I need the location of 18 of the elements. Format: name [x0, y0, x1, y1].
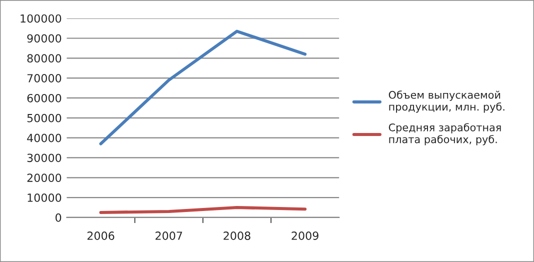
legend-label: Средняя заработная плата рабочих, руб.: [388, 123, 501, 146]
y-tick-label: 80000: [27, 54, 62, 63]
y-tick-label: 50000: [27, 114, 62, 122]
y-tick-label: 40000: [27, 134, 62, 142]
y-tick-label: 60000: [27, 94, 62, 102]
x-tick-label: 2008: [224, 232, 250, 240]
x-tick-label: 2006: [87, 232, 114, 240]
x-tick-label: 2007: [156, 232, 182, 240]
y-tick-label: 20000: [27, 174, 62, 182]
x-tick-label: 2009: [292, 232, 318, 240]
y-tick-label: 0: [56, 213, 62, 222]
y-tick-label: 70000: [27, 74, 62, 82]
y-tick-label: 100000: [20, 14, 62, 23]
y-tick-label: 90000: [27, 34, 62, 43]
legend-label: Объем выпускаемой продукции, млн. руб.: [388, 90, 504, 113]
y-tick-label: 10000: [28, 194, 62, 202]
line-series: [99, 30, 307, 146]
y-tick-label: 30000: [27, 154, 62, 162]
